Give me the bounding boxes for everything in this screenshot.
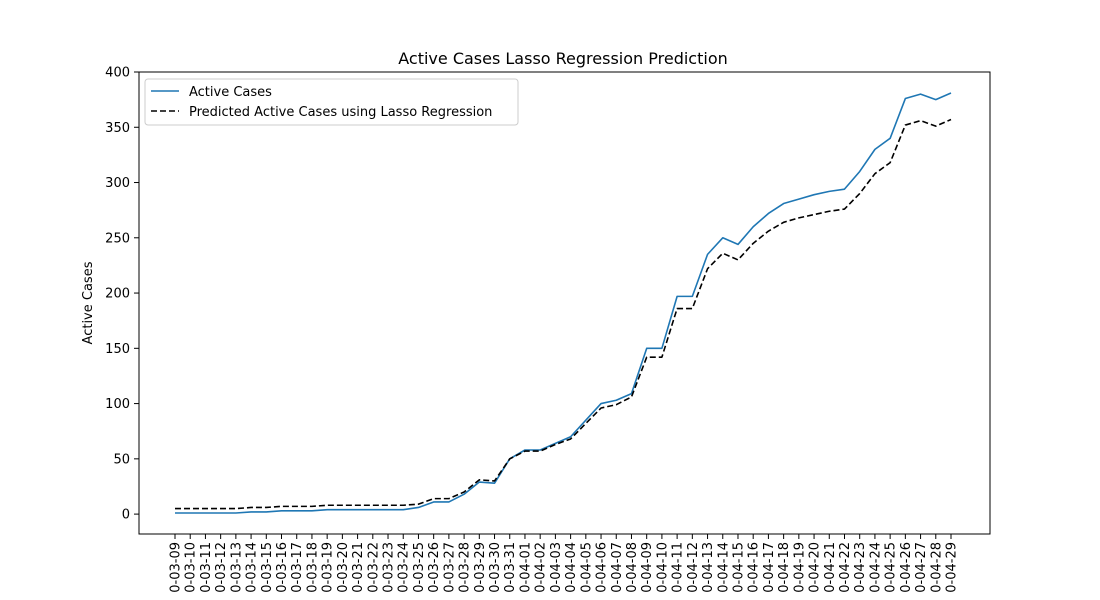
legend: Active Cases Predicted Active Cases using…	[144, 78, 519, 126]
x-axis: 0-03-09 0-03-10 0-03-11 0-03-12 0-03-13 0-03-…	[169, 534, 960, 593]
x-tick-label: 0-03-09	[169, 542, 184, 593]
x-tick-label: 0-04-08	[625, 542, 640, 593]
series-line-0	[175, 92, 952, 514]
x-tick-label: 0-03-21	[351, 542, 366, 593]
x-tick-label: 0-04-21	[823, 542, 838, 593]
x-tick-label: 0-03-26	[427, 542, 442, 593]
x-tick-label: 0-04-10	[655, 542, 670, 593]
plot-area-frame	[138, 71, 991, 535]
x-tick-label: 0-04-07	[610, 542, 625, 593]
y-axis: 0 50 100 150 200 250 300 350 400	[105, 66, 139, 523]
x-tick-label: 0-03-14	[245, 542, 260, 593]
y-axis-label: Active Cases	[81, 261, 96, 344]
x-tick-label: 0-04-24	[868, 542, 883, 593]
x-tick-label: 0-03-16	[275, 542, 290, 593]
legend-label-0: Active Cases	[189, 85, 272, 100]
x-tick-label: 0-04-23	[853, 542, 868, 593]
x-tick-label: 0-04-28	[929, 542, 944, 593]
x-tick-label: 0-04-25	[884, 542, 899, 593]
x-tick-label: 0-04-02	[534, 542, 549, 593]
x-tick-label: 0-03-12	[214, 542, 229, 593]
y-tick-label: 0	[122, 508, 130, 523]
x-tick-label: 0-04-27	[914, 542, 929, 593]
x-tick-label: 0-03-10	[184, 542, 199, 593]
x-tick-label: 0-04-05	[579, 542, 594, 593]
series-layer	[175, 92, 952, 514]
x-tick-label: 0-03-13	[229, 542, 244, 593]
x-tick-label: 0-03-23	[382, 542, 397, 593]
y-tick-label: 250	[105, 231, 130, 246]
x-tick-label: 0-03-29	[473, 542, 488, 593]
y-tick-label: 200	[105, 287, 130, 302]
y-tick-label: 150	[105, 342, 130, 357]
y-tick-label: 350	[105, 121, 130, 136]
x-tick-label: 0-03-31	[503, 542, 518, 593]
y-tick-label: 400	[105, 66, 130, 81]
x-tick-label: 0-04-06	[595, 542, 610, 593]
y-tick-label: 300	[105, 176, 130, 191]
x-tick-label: 0-03-11	[199, 542, 214, 593]
x-tick-label: 0-04-03	[549, 542, 564, 593]
x-tick-label: 0-04-13	[701, 542, 716, 593]
x-tick-label: 0-04-19	[792, 542, 807, 593]
x-tick-label: 0-03-22	[366, 542, 381, 593]
x-tick-label: 0-04-15	[731, 542, 746, 593]
x-tick-label: 0-03-20	[336, 542, 351, 593]
series-line-1	[175, 118, 952, 510]
x-tick-label: 0-03-19	[321, 542, 336, 593]
x-tick-label: 0-03-24	[397, 542, 412, 593]
x-tick-label: 0-03-30	[488, 542, 503, 593]
legend-box	[144, 78, 519, 126]
legend-label-1: Predicted Active Cases using Lasso Regre…	[189, 105, 492, 120]
x-tick-label: 0-03-28	[458, 542, 473, 593]
x-tick-label: 0-03-27	[442, 542, 457, 593]
x-tick-label: 0-04-17	[762, 542, 777, 593]
x-tick-label: 0-04-26	[899, 542, 914, 593]
x-tick-label: 0-03-15	[260, 542, 275, 593]
x-tick-label: 0-03-25	[412, 542, 427, 593]
x-tick-label: 0-04-22	[838, 542, 853, 593]
x-tick-label: 0-04-16	[747, 542, 762, 593]
x-tick-label: 0-04-18	[777, 542, 792, 593]
y-tick-label: 100	[105, 397, 130, 412]
x-tick-label: 0-04-11	[671, 542, 686, 593]
x-tick-label: 0-04-01	[518, 542, 533, 593]
y-tick-label: 50	[113, 452, 130, 467]
x-tick-label: 0-04-20	[808, 542, 823, 593]
chart-title: Active Cases Lasso Regression Prediction	[398, 49, 728, 68]
x-tick-label: 0-04-29	[945, 542, 960, 593]
x-tick-label: 0-04-12	[686, 542, 701, 593]
x-tick-label: 0-03-18	[305, 542, 320, 593]
x-tick-label: 0-04-04	[564, 542, 579, 593]
x-tick-label: 0-04-09	[640, 542, 655, 593]
x-tick-label: 0-03-17	[290, 542, 305, 593]
x-tick-label: 0-04-14	[716, 542, 731, 593]
